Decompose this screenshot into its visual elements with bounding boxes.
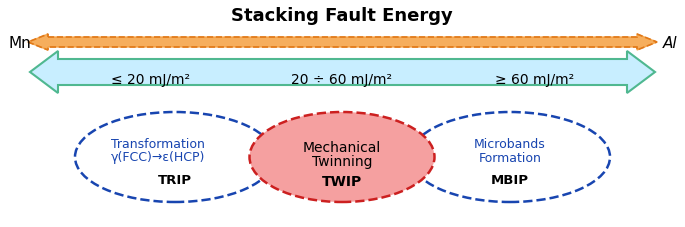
Ellipse shape [75,113,275,202]
Text: Transformation: Transformation [111,138,205,151]
Text: γ(FCC)→ε(HCP): γ(FCC)→ε(HCP) [111,151,206,164]
Text: Formation: Formation [479,151,541,164]
Text: ≤ 20 mJ/m²: ≤ 20 mJ/m² [110,73,190,87]
Text: MBIP: MBIP [491,174,529,187]
Ellipse shape [410,113,610,202]
Polygon shape [30,52,655,94]
Text: Al: Al [662,35,677,50]
Polygon shape [28,35,657,51]
Text: 20 ÷ 60 mJ/m²: 20 ÷ 60 mJ/m² [292,73,393,87]
Text: TRIP: TRIP [158,174,192,187]
Ellipse shape [249,113,434,202]
Text: ≥ 60 mJ/m²: ≥ 60 mJ/m² [495,73,575,87]
Text: Stacking Fault Energy: Stacking Fault Energy [231,7,453,25]
Text: Twinning: Twinning [312,154,372,168]
Text: Mechanical: Mechanical [303,140,381,154]
Text: Microbands: Microbands [474,138,546,151]
Text: TWIP: TWIP [322,174,362,188]
Text: Mn: Mn [8,35,31,50]
